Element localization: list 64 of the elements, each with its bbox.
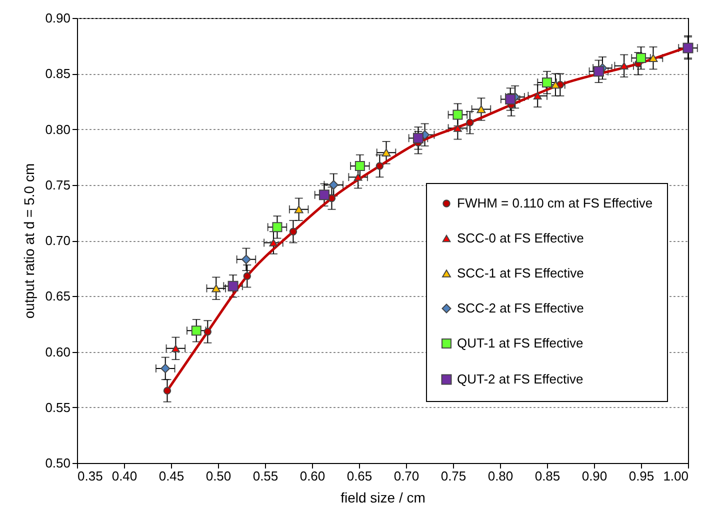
point (354, 173, 362, 181)
x-tick-label: 0.75 (440, 468, 466, 484)
legend-label: SCC-2 at FS Effective (457, 300, 584, 316)
point (318, 190, 330, 200)
x-tick-label: 0.40 (112, 468, 138, 484)
x-tick-label: 0.70 (394, 468, 420, 484)
legend-label: FWHM = 0.110 cm at FS Effective (457, 196, 653, 210)
point (533, 92, 542, 100)
point (228, 280, 238, 292)
x-tick-label: 0.45 (158, 468, 184, 484)
x-tick-label: 0.85 (534, 468, 560, 484)
legend-label: SCC-0 at FS Effective (457, 230, 584, 246)
x-tick-label: 0.80 (488, 468, 514, 484)
point (593, 66, 604, 77)
point (550, 80, 560, 89)
point (328, 180, 338, 190)
y-tick-label: 0.80 (45, 122, 70, 137)
point (454, 124, 462, 132)
y-tick-label: 0.85 (45, 66, 70, 82)
point (269, 239, 278, 246)
y-tick-label: 0.70 (45, 233, 70, 248)
point (243, 272, 251, 280)
point (191, 326, 202, 336)
x-tick-label: 0.55 (252, 468, 278, 484)
point (376, 162, 384, 170)
point (204, 328, 212, 336)
x-tick-label: 0.60 (300, 468, 326, 484)
y-tick-label: 0.60 (45, 344, 70, 360)
legend-label: SCC-1 at FS Effective (457, 266, 584, 280)
y-tick-label: 0.50 (45, 456, 70, 470)
y-tick-label: 0.90 (45, 10, 70, 26)
point (160, 364, 170, 374)
point (636, 53, 646, 64)
point (412, 132, 424, 144)
point (682, 42, 694, 54)
point (289, 228, 298, 236)
x-tick-label: 0.95 (628, 468, 654, 484)
legend-label: QUT-1 at FS Effective (457, 336, 584, 350)
point (172, 344, 180, 352)
point (648, 54, 658, 62)
point (620, 62, 628, 70)
x-axis-title: field size / cm (340, 490, 426, 506)
y-tick-label: 0.55 (45, 400, 70, 415)
point (382, 148, 391, 157)
point (212, 284, 221, 292)
point (542, 78, 552, 88)
point (294, 205, 304, 214)
x-tick-label: 1.00 (663, 468, 688, 484)
y-axis-title: output ratio at d = 5.0 cm (21, 163, 38, 319)
point (466, 118, 474, 126)
y-tick-label: 0.65 (45, 288, 70, 304)
point (476, 105, 486, 114)
point (163, 386, 172, 395)
point (272, 222, 282, 232)
x-tick-label: 0.35 (78, 468, 103, 484)
x-tick-label: 0.65 (346, 468, 372, 484)
point (241, 254, 251, 264)
point (354, 160, 365, 171)
legend-label: QUT-2 at FS Effective (457, 372, 584, 386)
x-tick-label: 0.90 (582, 468, 608, 484)
y-tick-label: 0.75 (45, 177, 70, 192)
point (505, 94, 516, 104)
point (452, 110, 463, 120)
x-tick-label: 0.50 (206, 468, 232, 484)
